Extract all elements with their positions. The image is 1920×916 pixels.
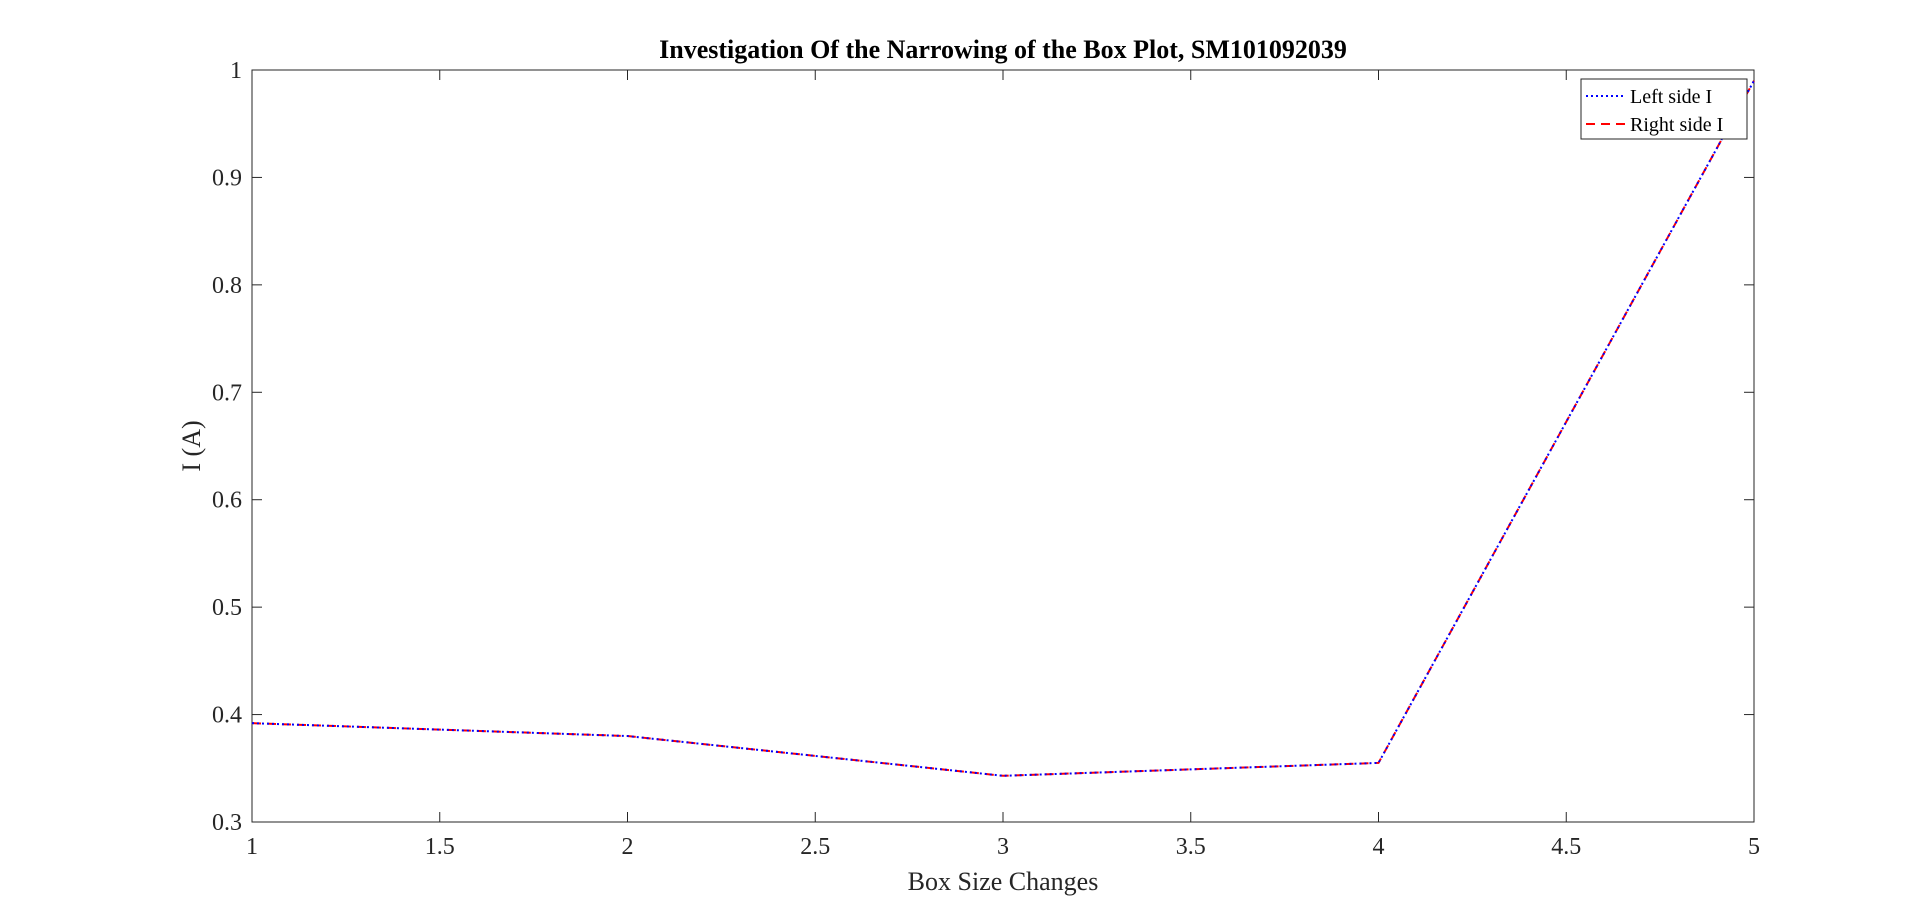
y-tick-label: 0.9 <box>212 165 242 191</box>
series-lines <box>251 80 1755 777</box>
series-line-right-side <box>251 80 1755 777</box>
chart-title: Investigation Of the Narrowing of the Bo… <box>659 35 1347 64</box>
axis-ticks: 1 1.5 2 2.5 3 3.5 4 4.5 5 0.3 0.4 0.5 0.6 0.7 0.8 0.9 1 <box>212 58 1760 860</box>
y-tick-label: 0.3 <box>212 810 242 836</box>
x-tick-label: 2 <box>622 834 634 860</box>
x-tick-label: 4 <box>1373 834 1385 860</box>
legend: Left side I Right side I <box>1580 78 1748 140</box>
y-tick-label: 0.7 <box>212 380 242 406</box>
plot-area <box>251 69 1755 823</box>
y-tick-label: 1 <box>230 58 242 84</box>
y-axis-label: I (A) <box>177 420 206 471</box>
series-line-left-side <box>251 80 1755 777</box>
x-tick-label: 1 <box>246 834 258 860</box>
x-tick-label: 2.5 <box>800 834 830 860</box>
x-tick-label: 1.5 <box>425 834 455 860</box>
y-tick-label: 0.6 <box>212 488 242 514</box>
legend-entry-right-side: Right side I <box>1630 114 1723 136</box>
legend-box <box>1580 78 1748 140</box>
y-tick-label: 0.4 <box>212 703 242 729</box>
x-axis-label: Box Size Changes <box>908 867 1099 896</box>
legend-entry-left-side: Left side I <box>1630 86 1712 108</box>
x-tick-label: 5 <box>1748 834 1760 860</box>
x-tick-label: 3 <box>997 834 1009 860</box>
y-tick-label: 0.8 <box>212 273 242 299</box>
x-tick-label: 3.5 <box>1176 834 1206 860</box>
y-tick-label: 0.5 <box>212 595 242 621</box>
x-tick-label: 4.5 <box>1551 834 1581 860</box>
